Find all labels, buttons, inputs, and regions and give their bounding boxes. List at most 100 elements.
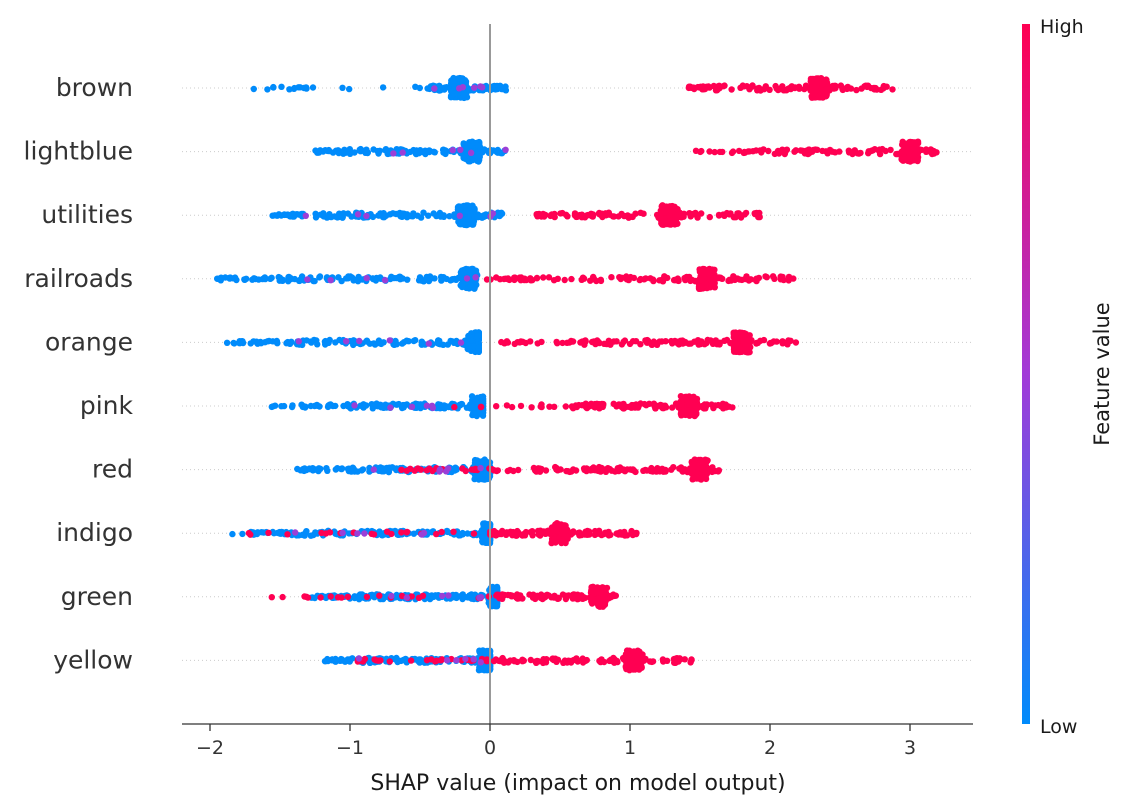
shap-point [388, 530, 395, 538]
shap-point [438, 528, 445, 536]
shap-point [447, 94, 455, 101]
shap-point [465, 215, 472, 222]
shap-point [340, 402, 347, 410]
shap-point [223, 339, 231, 346]
shap-point [568, 468, 575, 475]
shap-point [465, 332, 472, 340]
shap-point [409, 213, 416, 220]
shap-point [691, 338, 698, 345]
shap-point [249, 276, 256, 283]
shap-point [783, 87, 790, 94]
shap-point [663, 218, 670, 225]
shap-point [269, 403, 277, 410]
feature-gridlines [182, 87, 973, 661]
shap-point [562, 595, 570, 603]
shap-point [462, 467, 469, 475]
shap-point [443, 468, 450, 475]
shap-point [553, 522, 560, 529]
shap-point [740, 332, 747, 340]
shap-point [671, 659, 678, 666]
shap-point [298, 273, 306, 280]
shap-point [792, 339, 800, 346]
shap-point [579, 593, 587, 600]
shap-point [775, 149, 782, 156]
shap-point [302, 529, 310, 536]
shap-point [742, 209, 750, 217]
shap-point [511, 340, 518, 348]
shap-point [465, 266, 472, 273]
shap-point [554, 594, 562, 601]
shap-point [597, 277, 605, 285]
shap-point [604, 465, 612, 472]
shap-point [703, 402, 710, 409]
shap-point [350, 466, 358, 473]
feature-label: indigo [56, 518, 133, 547]
shap-point [729, 404, 736, 411]
shap-point [239, 338, 246, 345]
shap-point [479, 84, 486, 91]
shap-point [568, 403, 576, 410]
shap-point [720, 405, 727, 412]
shap-point [303, 337, 310, 344]
shap-point [334, 465, 341, 472]
colorbar-gradient [1022, 24, 1030, 724]
shap-point [338, 465, 346, 472]
shap-point [533, 468, 540, 475]
shap-point [354, 276, 361, 283]
shap-point [676, 655, 683, 662]
shap-point [629, 338, 637, 345]
shap-point [706, 148, 713, 155]
shap-point [871, 146, 878, 153]
shap-point [571, 212, 579, 219]
shap-point [779, 338, 786, 345]
shap-point [307, 402, 315, 410]
shap-point [521, 532, 529, 539]
shap-point [418, 531, 426, 538]
shap-point [475, 409, 482, 416]
shap-point [715, 468, 722, 475]
shap-point [674, 275, 681, 282]
shap-point [839, 85, 846, 93]
shap-point [694, 474, 701, 482]
shap-point [466, 404, 474, 412]
shap-point [796, 85, 803, 92]
shap-point [493, 148, 501, 156]
shap-point [468, 393, 476, 400]
shap-point [403, 594, 410, 601]
shap-point [464, 340, 471, 347]
shap-point [727, 210, 734, 217]
shap-point [627, 273, 634, 281]
shap-point [375, 212, 382, 219]
shap-point [491, 527, 498, 535]
shap-point [457, 339, 465, 346]
shap-point [344, 275, 352, 282]
shap-point [668, 217, 675, 224]
shap-point [458, 283, 466, 291]
shap-point [423, 402, 431, 409]
shap-point [692, 209, 699, 217]
shap-point [470, 530, 478, 537]
shap-point [671, 337, 679, 345]
shap-point [607, 531, 614, 539]
shap-point [434, 593, 441, 600]
shap-point [807, 78, 814, 85]
shap-point [679, 337, 686, 344]
shap-point [698, 340, 705, 347]
feature-label: railroads [24, 264, 133, 293]
shap-point [659, 465, 666, 472]
shap-point [887, 146, 894, 154]
shap-point [515, 275, 522, 282]
shap-point [445, 403, 452, 411]
shap-point [470, 656, 477, 663]
shap-point [635, 664, 643, 671]
shap-point [336, 336, 343, 344]
shap-point [730, 330, 738, 338]
shap-point [451, 213, 458, 220]
shap-point [462, 655, 469, 663]
shap-point [689, 476, 696, 483]
shap-point [250, 85, 257, 93]
shap-point [398, 466, 405, 473]
shap-point [477, 464, 484, 472]
shap-point [472, 269, 480, 276]
shap-point [725, 277, 732, 285]
